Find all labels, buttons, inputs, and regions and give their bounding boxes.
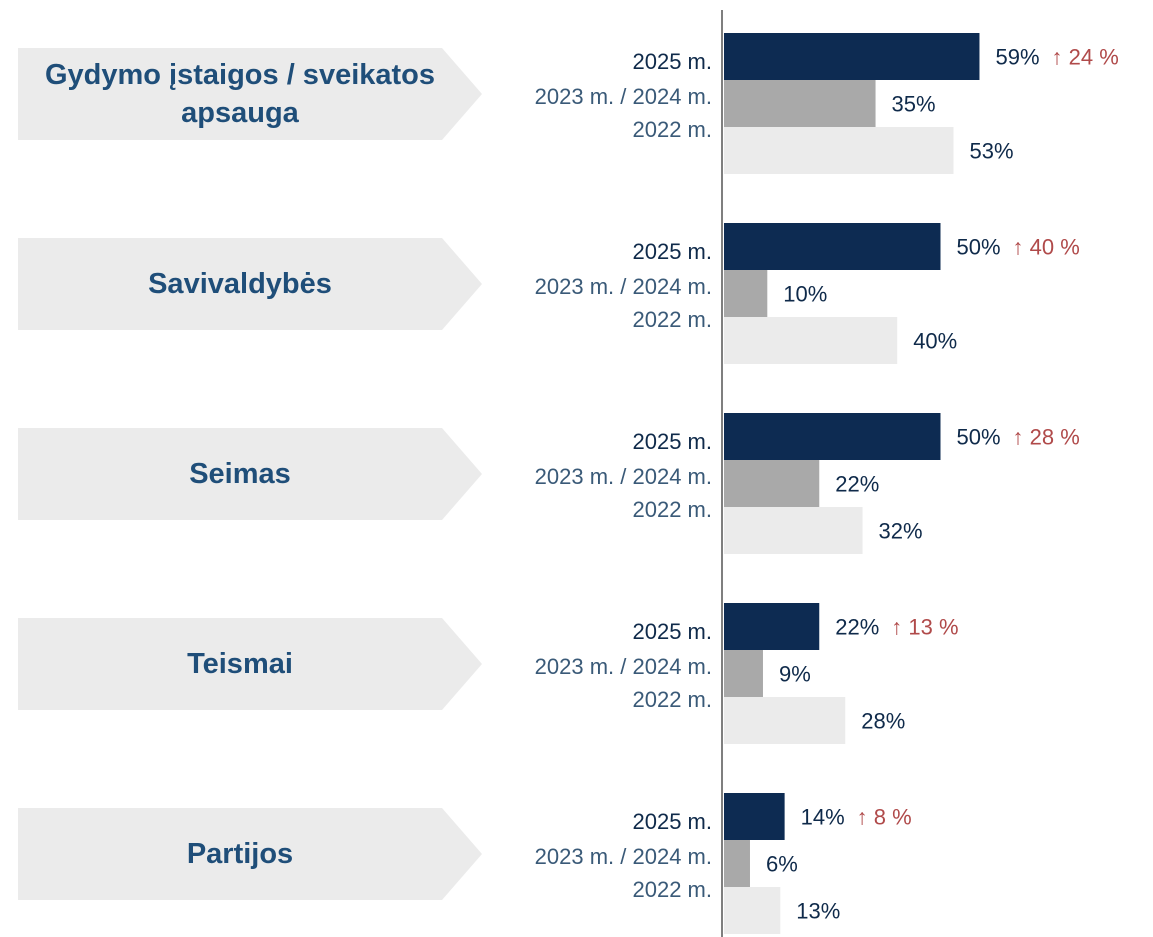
bar (724, 127, 954, 174)
value-label: 53% (969, 138, 1013, 163)
series-label: 2022 m. (633, 687, 713, 712)
series-label: 2025 m. (633, 239, 713, 264)
series-label: 2022 m. (633, 877, 713, 902)
series-label: 2025 m. (633, 49, 713, 74)
category-label: Partijos (186, 838, 294, 870)
bar (724, 33, 980, 80)
value-label: 59% (995, 44, 1039, 69)
bar (724, 80, 876, 127)
bar (724, 840, 750, 887)
series-label: 2023 m. / 2024 m. (535, 464, 712, 489)
series-label: 2023 m. / 2024 m. (535, 654, 712, 679)
bar (724, 413, 941, 460)
value-label: 35% (892, 91, 936, 116)
value-label: 10% (783, 281, 827, 306)
change-annotation: ↑ 13 % (891, 614, 958, 639)
series-label: 2023 m. / 2024 m. (535, 84, 712, 109)
value-label: 22% (835, 471, 879, 496)
category-arrow (18, 48, 482, 140)
value-label: 40% (913, 328, 957, 353)
value-label: 13% (796, 898, 840, 923)
category-arrow (18, 808, 482, 900)
change-annotation: ↑ 40 % (1013, 234, 1080, 259)
series-label: 2022 m. (633, 117, 713, 142)
bar (724, 270, 768, 317)
category-label: Teismai (187, 648, 293, 680)
series-label: 2022 m. (633, 497, 713, 522)
bar (724, 793, 785, 840)
series-label: 2025 m. (633, 429, 713, 454)
value-label: 22% (835, 614, 879, 639)
category-arrow (18, 618, 482, 710)
value-label: 9% (779, 661, 811, 686)
change-annotation: ↑ 24 % (1052, 44, 1119, 69)
bar (724, 317, 898, 364)
series-label: 2023 m. / 2024 m. (535, 844, 712, 869)
bar (724, 887, 781, 934)
category-label: Seimas (189, 458, 291, 490)
bar (724, 697, 846, 744)
value-label: 32% (879, 518, 923, 543)
bar (724, 650, 763, 697)
change-annotation: ↑ 8 % (857, 804, 912, 829)
bar (724, 223, 941, 270)
category-arrow (18, 238, 482, 330)
value-label: 50% (957, 234, 1001, 259)
value-label: 14% (801, 804, 845, 829)
change-annotation: ↑ 28 % (1013, 424, 1080, 449)
series-label: 2023 m. / 2024 m. (535, 274, 712, 299)
value-label: 50% (957, 424, 1001, 449)
category-label: Gydymo įstaigos / sveikatos apsauga (44, 59, 436, 129)
bar (724, 603, 820, 650)
bar (724, 460, 820, 507)
category-arrow (18, 428, 482, 520)
bar (724, 507, 863, 554)
series-label: 2025 m. (633, 619, 713, 644)
series-label: 2025 m. (633, 809, 713, 834)
series-label: 2022 m. (633, 307, 713, 332)
value-label: 6% (766, 851, 798, 876)
category-label: Savivaldybės (148, 268, 332, 300)
value-label: 28% (861, 708, 905, 733)
